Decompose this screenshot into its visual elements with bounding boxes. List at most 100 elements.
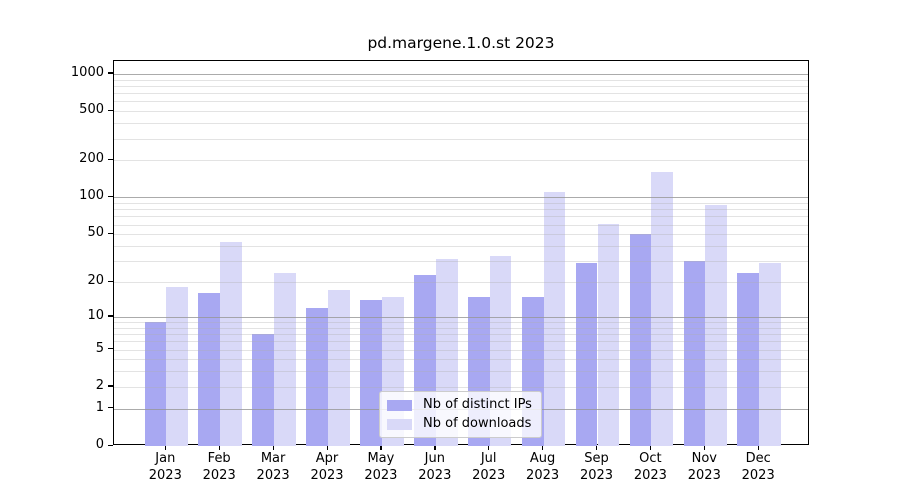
x-tick-label-jan: Jan 2023 <box>148 451 182 483</box>
x-tick-mark <box>326 445 328 450</box>
y-tick-mark <box>108 444 113 446</box>
y-tick-mark <box>108 72 113 74</box>
y-tick-mark <box>108 348 113 350</box>
y-tick-mark <box>108 280 113 282</box>
x-tick-mark <box>218 445 220 450</box>
bar-downloads-sep <box>597 223 620 446</box>
bar-downloads-dec <box>759 262 781 446</box>
legend: Nb of distinct IPs Nb of downloads <box>379 391 542 438</box>
y-tick-mark <box>108 315 113 317</box>
y-tick-label: 1000 <box>70 64 104 80</box>
minor-gridline <box>114 160 808 162</box>
minor-gridline <box>114 234 808 236</box>
bar-downloads-nov <box>705 204 728 446</box>
bar-downloads-apr <box>328 290 350 446</box>
x-tick-label-may: May 2023 <box>364 451 398 483</box>
x-tick-label-mar: Mar 2023 <box>256 451 290 483</box>
minor-gridline <box>114 85 808 87</box>
y-tick-mark <box>108 195 113 198</box>
x-tick-label-jun: Jun 2023 <box>418 451 452 483</box>
major-gridline <box>114 197 808 199</box>
y-tick-label: 2 <box>95 377 104 393</box>
bar-downloads-oct <box>651 172 674 446</box>
minor-gridline <box>114 386 808 388</box>
bar-ips-oct <box>629 234 652 446</box>
y-tick-label: 0 <box>95 437 104 452</box>
x-tick-label-apr: Apr 2023 <box>310 451 344 483</box>
legend-swatch-distinct-ips <box>387 399 412 411</box>
major-gridline <box>114 316 808 318</box>
x-tick-label-feb: Feb 2023 <box>202 451 236 483</box>
x-tick-mark <box>649 445 652 450</box>
x-tick-mark <box>380 445 382 450</box>
x-tick-label-aug: Aug 2023 <box>526 451 560 483</box>
bar-ips-apr <box>306 307 328 446</box>
bar-downloads-aug <box>543 192 566 446</box>
y-tick-mark <box>108 158 113 161</box>
y-tick-label: 500 <box>79 102 104 118</box>
bar-ips-jan <box>144 322 167 446</box>
y-tick-label: 1 <box>95 399 104 415</box>
minor-gridline <box>114 101 808 103</box>
bar-ips-nov <box>683 261 706 446</box>
chart-title: pd.margene.1.0.st 2023 <box>367 34 555 52</box>
legend-label-downloads: Nb of downloads <box>423 416 532 431</box>
y-tick-mark <box>108 109 113 112</box>
minor-gridline <box>114 282 808 284</box>
minor-gridline <box>114 341 808 343</box>
bar-ips-feb <box>198 293 221 446</box>
x-tick-mark <box>757 445 759 450</box>
minor-gridline <box>114 371 808 373</box>
x-tick-mark <box>434 445 436 450</box>
minor-gridline <box>114 216 808 218</box>
bar-ips-dec <box>737 272 760 446</box>
bar-ips-mar <box>252 334 275 446</box>
y-tick-label: 5 <box>95 340 104 356</box>
minor-gridline <box>114 246 808 247</box>
minor-gridline <box>114 224 808 226</box>
bar-downloads-jan <box>166 287 189 446</box>
x-tick-mark <box>488 445 490 450</box>
minor-gridline <box>114 111 808 113</box>
y-tick-label: 10 <box>87 307 104 323</box>
y-tick-mark <box>108 385 113 387</box>
minor-gridline <box>114 138 808 140</box>
x-tick-label-sep: Sep 2023 <box>579 451 614 483</box>
minor-gridline <box>114 327 808 329</box>
minor-gridline <box>114 123 808 125</box>
x-tick-mark <box>542 445 544 450</box>
x-tick-mark <box>272 445 274 450</box>
y-tick-mark <box>108 232 113 235</box>
plot-area <box>113 60 809 446</box>
x-tick-label-jul: Jul 2023 <box>472 451 506 483</box>
legend-swatch-downloads <box>387 418 412 430</box>
minor-gridline <box>114 203 808 205</box>
x-tick-mark <box>164 445 167 450</box>
minor-gridline <box>114 334 808 336</box>
y-tick-label: 100 <box>79 188 104 204</box>
bar-ips-sep <box>575 262 598 446</box>
x-tick-label-dec: Dec 2023 <box>741 451 775 483</box>
minor-gridline <box>114 322 808 323</box>
minor-gridline <box>114 261 808 263</box>
x-tick-label-nov: Nov 2023 <box>687 451 721 483</box>
minor-gridline <box>114 209 808 211</box>
minor-gridline <box>114 93 808 95</box>
bar-downloads-mar <box>274 272 296 446</box>
y-tick-label: 200 <box>79 151 104 167</box>
minor-gridline <box>114 349 808 351</box>
y-tick-label: 50 <box>87 225 104 241</box>
x-tick-label-oct: Oct 2023 <box>633 451 667 483</box>
x-tick-mark <box>596 445 598 450</box>
major-gridline <box>114 73 808 75</box>
legend-label-distinct-ips: Nb of distinct IPs <box>423 397 532 412</box>
x-tick-mark <box>703 445 706 450</box>
y-tick-label: 20 <box>87 273 104 289</box>
legend-item-distinct-ips: Nb of distinct IPs <box>387 397 532 413</box>
minor-gridline <box>114 359 808 361</box>
y-tick-mark <box>108 407 113 409</box>
minor-gridline <box>114 79 808 81</box>
legend-item-downloads: Nb of downloads <box>387 416 532 432</box>
bar-downloads-feb <box>220 242 242 446</box>
